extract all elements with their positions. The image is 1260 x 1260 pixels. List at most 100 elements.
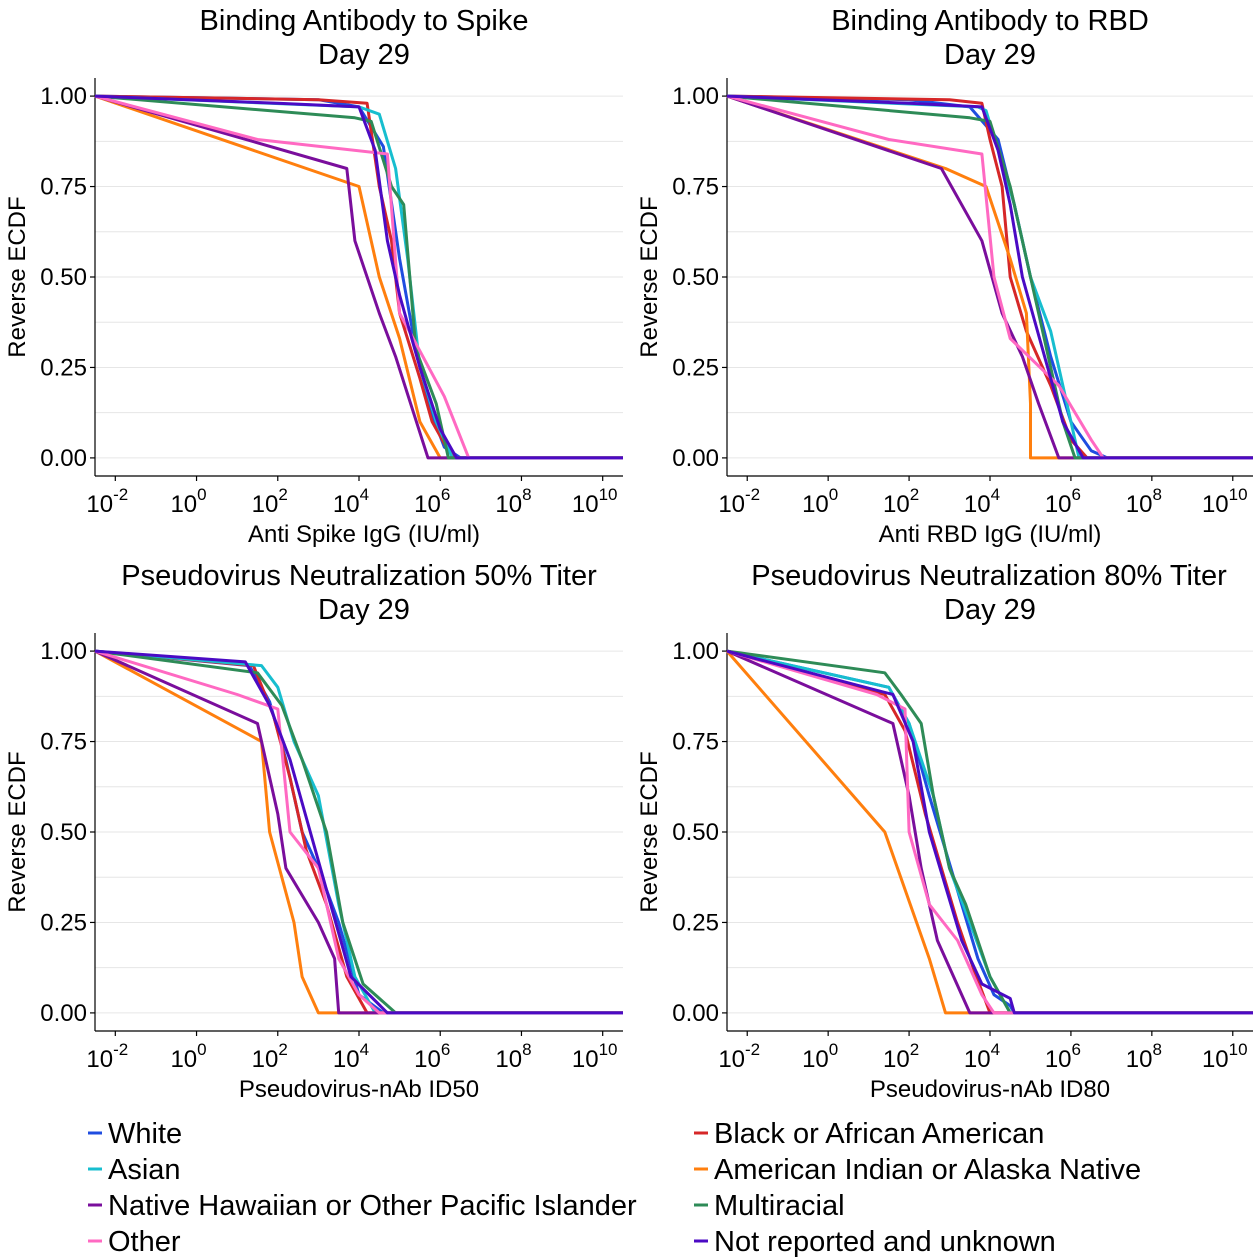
- panel-subtitle: Day 29: [318, 594, 410, 626]
- x-tick-label: 106: [414, 1040, 450, 1073]
- x-tick-label: 108: [1126, 485, 1162, 518]
- plot-area: 0.00 0.25 0.50 0.75 1.00 10-2 100 102 104 106 108 1…: [40, 78, 623, 518]
- legend-item-multiracial: Multiracial: [694, 1190, 845, 1222]
- x-tick-label: 104: [333, 1040, 369, 1073]
- y-tick-label: 0.25: [40, 354, 87, 381]
- y-tick-label: 0.25: [672, 354, 719, 381]
- x-tick-label: 10-2: [86, 1040, 128, 1073]
- series-line-other: [726, 94, 1253, 460]
- series-line-not-reported-and-unknown: [726, 649, 1253, 1015]
- x-tick-label: 1010: [572, 485, 618, 518]
- legend-label: Native Hawaiian or Other Pacific Islande…: [108, 1190, 637, 1222]
- x-tick-label: 1010: [572, 1040, 618, 1073]
- y-tick-label: 0.50: [672, 264, 719, 291]
- y-tick-label: 1.00: [672, 83, 719, 110]
- legend-item-native-hawaiian: Native Hawaiian or Other Pacific Islande…: [88, 1190, 637, 1222]
- y-tick-label: 1.00: [40, 638, 87, 665]
- x-tick-label: 1010: [1202, 1040, 1248, 1073]
- x-tick-label: 108: [495, 485, 531, 518]
- panel-id80: Pseudovirus Neutralization 80% Titer Day…: [636, 560, 1253, 1103]
- series-line-multiracial: [94, 649, 623, 1015]
- legend-label: Other: [108, 1226, 181, 1258]
- y-tick-label: 0.75: [672, 729, 719, 756]
- legend-item-other: Other: [88, 1226, 181, 1258]
- x-tick-label: 10-2: [718, 1040, 760, 1073]
- y-tick-label: 0.75: [672, 174, 719, 201]
- panel-id50: Pseudovirus Neutralization 50% Titer Day…: [4, 560, 623, 1103]
- panel-rbd: Binding Antibody to RBD Day 29 0.00 0.25 0…: [636, 5, 1253, 548]
- series-line-native-hawaiian-or-other-pacific-islander: [726, 94, 1253, 460]
- panel-spike: Binding Antibody to Spike Day 29 0.00 0.2…: [4, 5, 623, 548]
- y-tick-label: 0.50: [40, 819, 87, 846]
- series-line-not-reported-and-unknown: [726, 94, 1253, 460]
- legend-item-american-indian: American Indian or Alaska Native: [694, 1154, 1141, 1186]
- panel-title: Binding Antibody to RBD: [831, 5, 1149, 37]
- x-tick-label: 100: [802, 485, 838, 518]
- y-axis-label: Reverse ECDF: [4, 196, 31, 357]
- y-axis-label: Reverse ECDF: [4, 751, 31, 912]
- legend-label: White: [108, 1118, 182, 1150]
- legend-item-black: Black or African American: [694, 1118, 1044, 1150]
- series-line-not-reported-and-unknown: [94, 649, 623, 1015]
- plot-area: 0.00 0.25 0.50 0.75 1.00 10-2 100 102 104 106 108 1…: [40, 633, 623, 1073]
- series-line-native-hawaiian-or-other-pacific-islander: [726, 649, 1253, 1015]
- x-tick-label: 100: [802, 1040, 838, 1073]
- x-axis-label: Anti RBD IgG (IU/ml): [879, 521, 1102, 548]
- y-tick-label: 0.25: [40, 909, 87, 936]
- x-tick-label: 102: [252, 485, 288, 518]
- legend-label: Asian: [108, 1154, 181, 1186]
- y-tick-label: 0.50: [40, 264, 87, 291]
- legend: White Black or African American Asian Am…: [88, 1118, 1141, 1258]
- series-line-american-indian-or-alaska-native: [726, 94, 1253, 460]
- x-tick-label: 108: [495, 1040, 531, 1073]
- x-tick-label: 102: [883, 485, 919, 518]
- y-tick-label: 0.75: [40, 729, 87, 756]
- panel-title: Binding Antibody to Spike: [200, 5, 529, 37]
- x-tick-label: 106: [1045, 1040, 1081, 1073]
- x-tick-label: 100: [170, 1040, 206, 1073]
- series-line-asian: [94, 649, 623, 1015]
- x-tick-label: 104: [333, 485, 369, 518]
- y-tick-label: 0.75: [40, 174, 87, 201]
- y-tick-label: 0.00: [40, 445, 87, 472]
- y-tick-label: 0.00: [672, 445, 719, 472]
- series-line-multiracial: [94, 94, 623, 460]
- legend-item-asian: Asian: [88, 1154, 181, 1186]
- y-tick-label: 0.00: [672, 1000, 719, 1027]
- y-tick-label: 1.00: [672, 638, 719, 665]
- legend-label: Multiracial: [714, 1190, 845, 1222]
- series-line-black-or-african-american: [94, 649, 623, 1015]
- panel-subtitle: Day 29: [318, 39, 410, 71]
- series-line-native-hawaiian-or-other-pacific-islander: [94, 94, 623, 460]
- y-tick-label: 0.50: [672, 819, 719, 846]
- series-line-other: [94, 649, 623, 1015]
- x-tick-label: 102: [883, 1040, 919, 1073]
- x-tick-label: 106: [1045, 485, 1081, 518]
- series-line-other: [726, 649, 1253, 1015]
- y-axis-label: Reverse ECDF: [636, 196, 663, 357]
- plot-area: 0.00 0.25 0.50 0.75 1.00 10-2 100 102 104 106 108 1…: [672, 78, 1253, 518]
- panel-title: Pseudovirus Neutralization 50% Titer: [121, 560, 597, 592]
- panel-title: Pseudovirus Neutralization 80% Titer: [751, 560, 1227, 592]
- legend-label: Not reported and unknown: [714, 1226, 1056, 1258]
- y-tick-label: 1.00: [40, 83, 87, 110]
- legend-label: American Indian or Alaska Native: [714, 1154, 1141, 1186]
- x-tick-label: 104: [964, 485, 1000, 518]
- series-line-multiracial: [726, 94, 1253, 460]
- legend-item-not-reported: Not reported and unknown: [694, 1226, 1056, 1258]
- panel-subtitle: Day 29: [944, 39, 1036, 71]
- x-axis-label: Pseudovirus-nAb ID50: [239, 1076, 479, 1103]
- panel-subtitle: Day 29: [944, 594, 1036, 626]
- x-tick-label: 104: [964, 1040, 1000, 1073]
- series-line-native-hawaiian-or-other-pacific-islander: [94, 649, 623, 1015]
- legend-label: Black or African American: [714, 1118, 1044, 1150]
- series-line-not-reported-and-unknown: [94, 94, 623, 460]
- legend-item-white: White: [88, 1118, 182, 1150]
- x-tick-label: 108: [1126, 1040, 1162, 1073]
- y-axis-label: Reverse ECDF: [636, 751, 663, 912]
- x-tick-label: 100: [170, 485, 206, 518]
- x-tick-label: 106: [414, 485, 450, 518]
- y-tick-label: 0.00: [40, 1000, 87, 1027]
- x-tick-label: 102: [252, 1040, 288, 1073]
